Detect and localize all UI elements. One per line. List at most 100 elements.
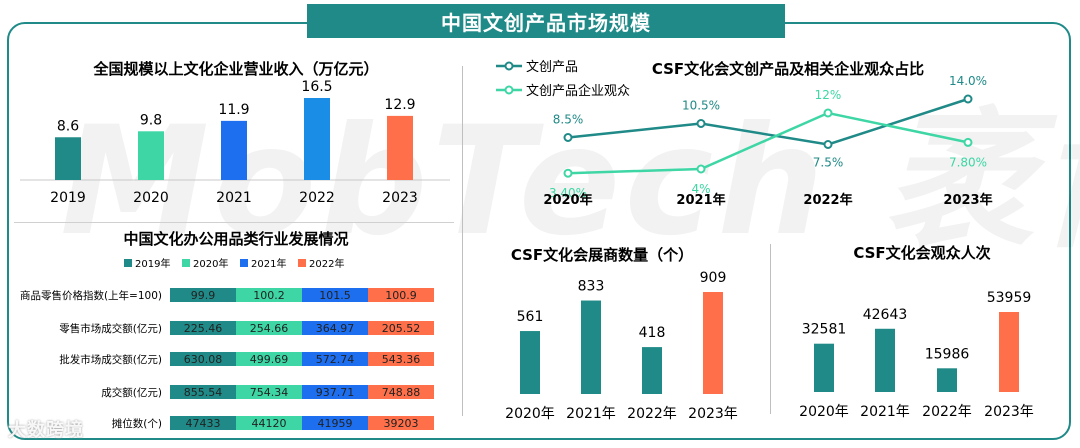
- visitors-value-label: 42643: [863, 307, 908, 323]
- point-value-label: 7.5%: [813, 156, 844, 170]
- legend-label: 2022年: [309, 257, 344, 270]
- stacked-segment: [236, 352, 302, 366]
- visitors-year-label: 2021年: [860, 404, 910, 420]
- series-point: [963, 137, 973, 147]
- point-value-label: 4%: [691, 182, 710, 196]
- revenue-year-label: 2019: [50, 190, 86, 206]
- stacked-segment: [368, 321, 434, 335]
- exhibitors-year-label: 2022年: [627, 406, 677, 422]
- row-category-label: 商品零售价格指数(上年=100): [20, 289, 162, 302]
- visitors-year-label: 2023年: [984, 404, 1034, 420]
- line-year-label: 2023年: [943, 192, 992, 208]
- office-supplies-stacked-chart: 中国文化办公用品类行业发展情况 2019年 2020年 2021年 2022年商品零售…: [20, 230, 434, 430]
- visitors-value-label: 15986: [925, 346, 970, 362]
- stacked-segment: [236, 385, 302, 399]
- segment-value-label: 543.36: [382, 353, 421, 366]
- audience-ratio-line-chart: CSF文化会文创产品及相关企业观众占比 文创产品 8.5% 10.5% 7.5% 14.…: [496, 60, 993, 208]
- segment-value-label: 101.5: [319, 289, 351, 302]
- exhibitors-chart-title: CSF文化会展商数量（个）: [511, 246, 693, 264]
- bottom-logo: 大数跨境: [8, 420, 84, 441]
- legend-marker-swatch: [504, 61, 514, 71]
- point-value-label: 3.40%: [549, 186, 587, 200]
- visitors-bar: [875, 328, 895, 392]
- segment-value-label: 748.88: [382, 386, 421, 399]
- series-point: [963, 94, 973, 104]
- legend-series-label: 文创产品: [526, 60, 578, 75]
- exhibitors-year-label: 2023年: [688, 406, 738, 422]
- page-title: 中国文创产品市场规模: [307, 4, 785, 38]
- exhibitors-year-label: 2021年: [566, 406, 616, 422]
- visitors-chart-title: CSF文化会观众人次: [853, 244, 990, 262]
- series-point: [823, 140, 833, 149]
- exhibitors-bar-chart: CSF文化会展商数量（个） 561 2020年 833 2021年 418 2022年 90…: [505, 246, 738, 422]
- series-point: [563, 168, 573, 178]
- revenue-value-label: 12.9: [384, 97, 415, 113]
- exhibitors-value-label: 418: [639, 325, 666, 341]
- stacked-segment: [368, 352, 434, 366]
- stacked-segment: [170, 385, 236, 399]
- revenue-year-label: 2022: [299, 190, 335, 206]
- stacked-segment: [170, 416, 236, 430]
- segment-value-label: 364.97: [316, 322, 355, 335]
- exhibitors-bar: [703, 292, 723, 394]
- stacked-segment: [368, 416, 434, 430]
- segment-value-label: 100.9: [385, 289, 417, 302]
- segment-value-label: 44120: [252, 417, 287, 430]
- line-year-label: 2020年: [543, 192, 592, 208]
- series-point: [563, 133, 573, 142]
- legend-swatch: [124, 259, 132, 267]
- exhibitors-bar: [520, 331, 540, 394]
- stacked-segment: [170, 321, 236, 335]
- revenue-bar: [138, 131, 164, 180]
- point-value-label: 10.5%: [682, 99, 720, 113]
- legend-swatch: [240, 259, 248, 267]
- office-supplies-chart-title: 中国文化办公用品类行业发展情况: [123, 230, 348, 248]
- segment-value-label: 499.69: [250, 353, 289, 366]
- revenue-bar: [221, 120, 247, 180]
- visitors-bar-chart: CSF文化会观众人次 32581 2020年 42643 2021年 15986 2022…: [799, 244, 1034, 420]
- revenue-value-label: 16.5: [301, 79, 332, 95]
- point-value-label: 8.5%: [553, 113, 584, 127]
- visitors-value-label: 32581: [802, 322, 847, 338]
- segment-value-label: 100.2: [253, 289, 285, 302]
- stacked-segment: [302, 321, 368, 335]
- revenue-chart-title: 全国规模以上文化企业营业收入（万亿元）: [92, 60, 378, 78]
- stacked-segment: [368, 288, 434, 302]
- series-point: [696, 119, 706, 128]
- series-point: [696, 164, 706, 174]
- row-category-label: 成交额(亿元): [101, 386, 162, 399]
- legend-swatch: [298, 259, 306, 267]
- segment-value-label: 47433: [186, 417, 221, 430]
- legend-label: 2020年: [193, 257, 228, 270]
- revenue-value-label: 11.9: [218, 102, 249, 118]
- series-line: [567, 97, 969, 146]
- revenue-year-label: 2021: [216, 190, 252, 206]
- revenue-value-label: 8.6: [57, 118, 79, 134]
- segment-value-label: 572.74: [316, 353, 355, 366]
- divider-vertical-bottom: [770, 244, 771, 414]
- exhibitors-year-label: 2020年: [505, 406, 555, 422]
- revenue-year-label: 2023: [382, 190, 418, 206]
- segment-value-label: 937.71: [316, 386, 355, 399]
- revenue-year-label: 2020: [133, 190, 169, 206]
- series-line: [567, 111, 969, 175]
- revenue-bar: [304, 98, 330, 180]
- exhibitors-value-label: 909: [700, 270, 727, 286]
- stacked-segment: [236, 288, 302, 302]
- visitors-value-label: 53959: [987, 290, 1032, 306]
- stacked-segment: [236, 416, 302, 430]
- segment-value-label: 754.34: [250, 386, 289, 399]
- divider-horizontal-left: [14, 222, 454, 223]
- revenue-bar-chart: 全国规模以上文化企业营业收入（万亿元） 8.6 2019 9.8 2020 11.9 20…: [20, 60, 450, 206]
- stacked-segment: [368, 385, 434, 399]
- row-category-label: 零售市场成交额(亿元): [59, 322, 162, 335]
- line-year-label: 2021年: [676, 192, 725, 208]
- audience-ratio-chart-title: CSF文化会文创产品及相关企业观众占比: [652, 60, 924, 78]
- exhibitors-bar: [642, 347, 662, 394]
- exhibitors-value-label: 833: [578, 279, 605, 295]
- stacked-segment: [302, 416, 368, 430]
- series-point: [823, 108, 833, 118]
- segment-value-label: 99.9: [191, 289, 216, 302]
- segment-value-label: 41959: [318, 417, 353, 430]
- divider-vertical-main: [462, 66, 463, 416]
